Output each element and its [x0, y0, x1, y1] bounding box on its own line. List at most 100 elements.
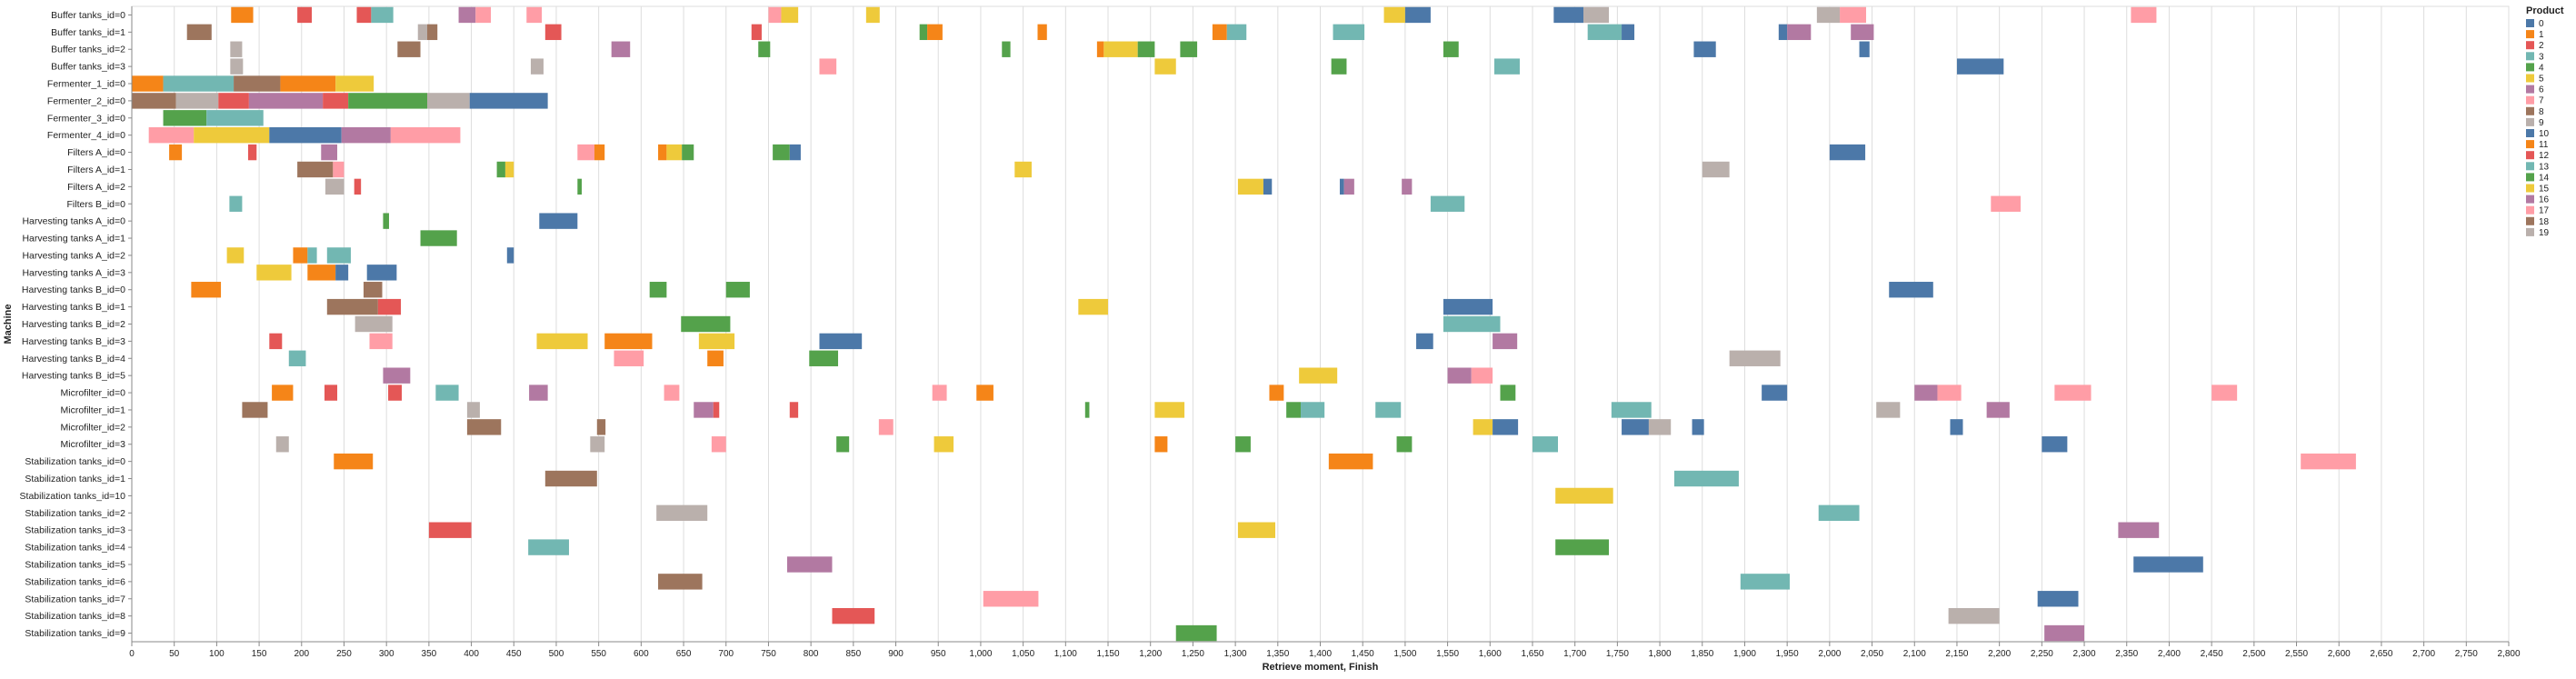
legend-label: 19 [2539, 228, 2550, 238]
legend-label: 10 [2539, 129, 2550, 139]
task-bar [341, 126, 391, 144]
task-bar [1956, 58, 2004, 75]
task-bar [293, 247, 308, 264]
legend-label: 11 [2539, 140, 2549, 150]
y-tick-label: Stabilization tanks_id=8 [25, 611, 125, 622]
y-tick-label: Harvesting tanks B_id=4 [22, 354, 125, 364]
task-bar [388, 384, 402, 401]
x-tick-label: 1,800 [1649, 649, 1672, 659]
task-bar [354, 315, 393, 333]
task-bar [1443, 298, 1493, 315]
x-tick-label: 2,250 [2031, 649, 2053, 659]
task-bar [1002, 41, 1011, 57]
task-bar [1493, 333, 1518, 350]
legend-label: 4 [2539, 63, 2544, 73]
task-bar [1037, 24, 1047, 41]
x-tick-label: 2,150 [1945, 649, 1968, 659]
task-bar [1840, 6, 1867, 24]
x-tick-label: 2,650 [2370, 649, 2392, 659]
task-bar [1914, 384, 1938, 401]
y-tick-label: Stabilization tanks_id=9 [25, 628, 125, 639]
task-bar [544, 24, 562, 41]
legend-swatch [2526, 117, 2534, 126]
x-tick-label: 1,300 [1224, 649, 1247, 659]
y-tick-label: Stabilization tanks_id=10 [20, 491, 126, 502]
task-bar [2044, 624, 2085, 642]
task-bar [496, 161, 505, 178]
task-bar [1859, 41, 1870, 57]
task-bar [530, 58, 544, 75]
legend-swatch [2526, 173, 2534, 182]
axis-layer: Retrieve moment, Finish Machine Buffer t… [3, 6, 2521, 673]
task-bar [934, 436, 954, 453]
task-bar [1331, 58, 1347, 75]
task-bar [1818, 504, 1860, 522]
task-bar [269, 333, 283, 350]
task-bar [751, 24, 762, 41]
task-bar [1991, 195, 2021, 212]
x-tick-label: 450 [506, 649, 522, 659]
task-bar [2037, 591, 2079, 607]
legend-label: 13 [2539, 162, 2550, 172]
task-bar [272, 384, 294, 401]
task-bar [335, 75, 374, 92]
task-bar [927, 24, 943, 41]
task-bar [614, 350, 644, 366]
task-bar [427, 24, 438, 41]
task-bar [1587, 24, 1622, 41]
task-bar [191, 282, 222, 298]
task-bar [1339, 178, 1344, 195]
task-bar [836, 436, 850, 453]
legend-swatch [2526, 52, 2534, 61]
legend-swatch [2526, 151, 2534, 160]
task-bar [529, 384, 548, 401]
legend-swatch [2526, 74, 2534, 83]
task-bar [206, 110, 264, 126]
x-tick-label: 1,050 [1012, 649, 1034, 659]
task-bar [526, 6, 543, 24]
y-tick-label: Stabilization tanks_id=6 [25, 576, 125, 587]
task-bar [1175, 624, 1217, 642]
legend-label: 18 [2539, 217, 2550, 227]
task-bar [2118, 522, 2160, 538]
task-bar [321, 144, 338, 161]
y-tick-label: Stabilization tanks_id=3 [25, 525, 125, 536]
task-bar [1103, 41, 1138, 57]
x-tick-label: 200 [294, 649, 309, 659]
task-bar [1648, 419, 1672, 435]
task-bar [1740, 574, 1790, 590]
task-bar [324, 384, 338, 401]
task-bar [307, 265, 336, 281]
y-tick-label: Microfilter_id=2 [61, 422, 126, 433]
task-bar [1473, 419, 1493, 435]
task-bar [594, 144, 605, 161]
task-bar [819, 333, 863, 350]
task-bar [163, 75, 235, 92]
x-tick-label: 800 [804, 649, 819, 659]
x-tick-label: 700 [718, 649, 734, 659]
task-bar [307, 247, 317, 264]
y-tick-label: Filters A_id=2 [67, 182, 125, 193]
task-bar [1154, 402, 1185, 418]
legend-swatch [2526, 184, 2534, 193]
task-bar [536, 333, 588, 350]
task-bar [1937, 384, 1962, 401]
task-bar [363, 282, 383, 298]
legend-label: 6 [2539, 85, 2544, 95]
task-bar [611, 41, 631, 57]
legend-swatch [2526, 95, 2534, 105]
legend-label: 3 [2539, 52, 2544, 62]
x-tick-label: 2,200 [1988, 649, 2011, 659]
task-bar [469, 93, 548, 109]
task-bar [275, 436, 289, 453]
task-bar [682, 144, 694, 161]
task-bar [280, 75, 336, 92]
x-tick-label: 2,000 [1818, 649, 1841, 659]
legend-swatch [2526, 106, 2534, 115]
legend-swatch [2526, 19, 2534, 27]
y-tick-label: Harvesting tanks B_id=5 [22, 371, 125, 382]
x-tick-label: 2,350 [2115, 649, 2138, 659]
y-tick-label: Fermenter_4_id=0 [47, 130, 125, 141]
task-bar [247, 144, 257, 161]
task-bar [1404, 6, 1431, 24]
